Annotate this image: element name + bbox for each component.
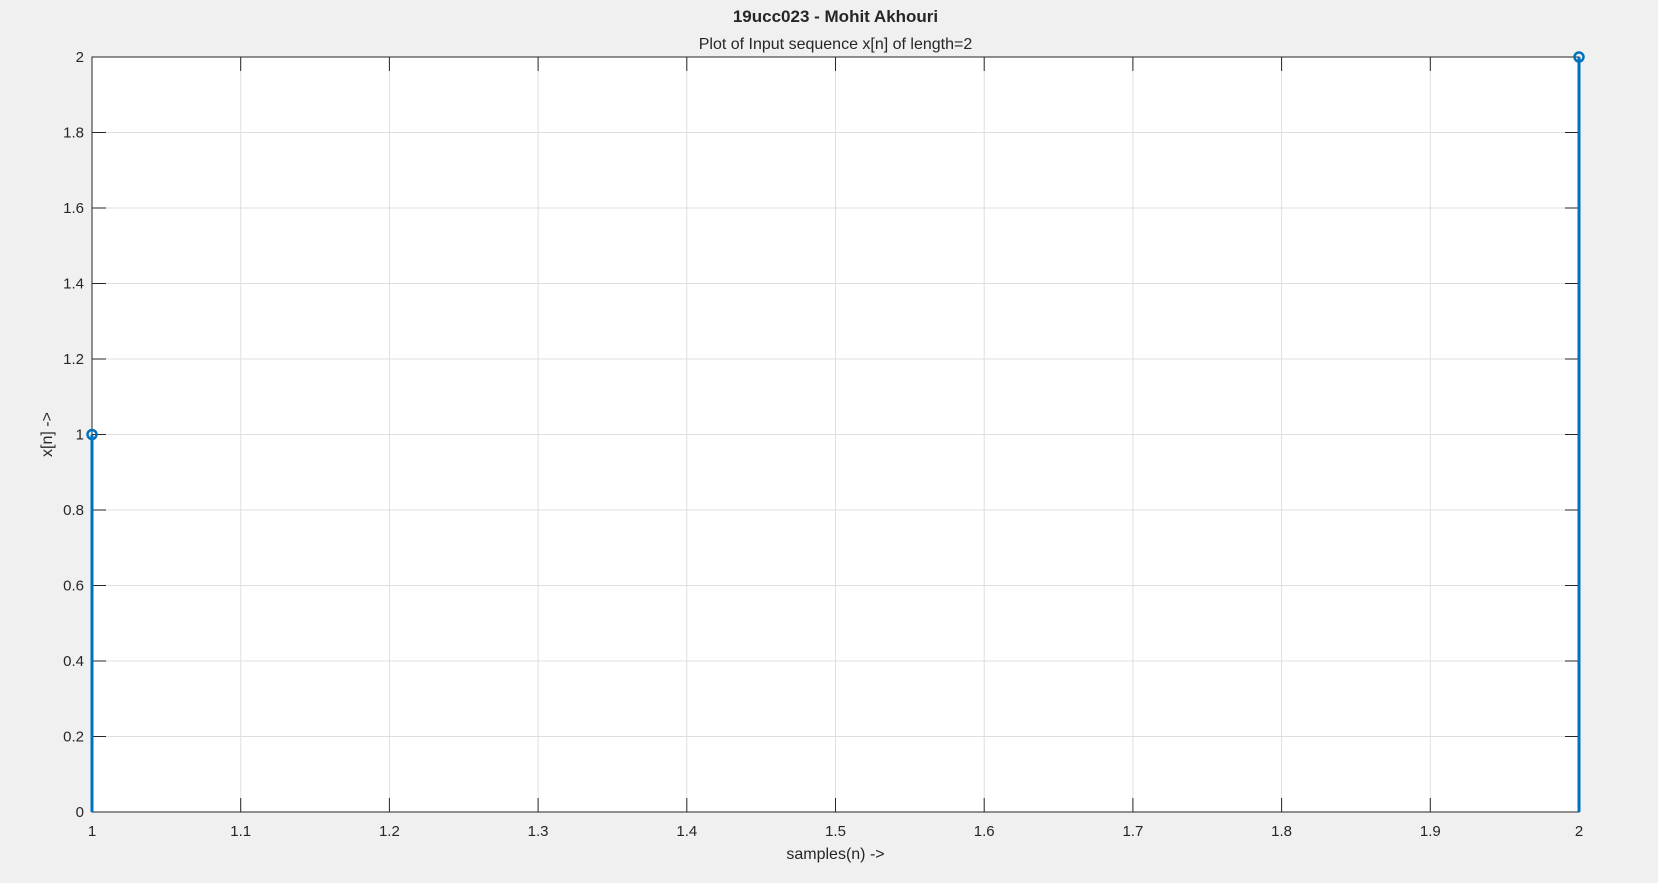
y-tick-labels: 0 0.2 0.4 0.6 0.8 1 1.2 1.4 1.6 1.8 2 [63,49,84,821]
x-tick-label: 1.5 [825,823,846,840]
x-tick-labels: 1 1.1 1.2 1.3 1.4 1.5 1.6 1.7 1.8 1.9 2 [88,823,1583,840]
y-tick-label: 1.8 [63,125,84,142]
x-tick-label: 2 [1575,823,1583,840]
y-tick-label: 0.4 [63,653,84,670]
y-tick-label: 2 [76,49,84,66]
x-tick-label: 1.6 [974,823,995,840]
stem-series [86,51,1585,812]
x-tick-label: 1.9 [1420,823,1441,840]
y-tick-label: 0.2 [63,729,84,746]
y-tick-label: 1.4 [63,276,84,293]
x-tick-label: 1 [88,823,96,840]
stem-marker [1573,51,1585,63]
y-tick-label: 0.6 [63,578,84,595]
stem-marker [86,428,98,441]
x-axis-label: samples(n) -> [786,846,884,863]
chart-title: 19ucc023 - Mohit Akhouri [733,7,938,26]
y-tick-label: 1.6 [63,200,84,217]
chart-subtitle: Plot of Input sequence x[n] of length=2 [699,36,973,53]
x-tick-label: 1.2 [379,823,400,840]
x-tick-label: 1.4 [676,823,697,840]
y-tick-label: 0.8 [63,502,84,519]
x-tick-label: 1.7 [1122,823,1143,840]
y-tick-label: 0 [76,804,84,821]
x-tick-label: 1.8 [1271,823,1292,840]
x-tick-label: 1.3 [528,823,549,840]
y-axis-label: x[n] -> [39,412,56,457]
x-tick-label: 1.1 [230,823,251,840]
y-tick-label: 1.2 [63,351,84,368]
y-tick-label: 1 [76,427,84,444]
